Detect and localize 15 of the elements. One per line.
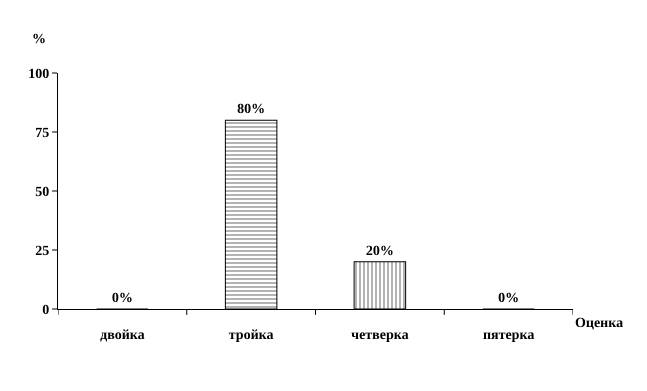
data-label: 0% xyxy=(498,291,520,306)
x-tick-label: четверка xyxy=(351,328,409,343)
y-axis-title: % xyxy=(32,32,46,47)
y-tick-label: 0 xyxy=(42,302,50,318)
x-tick-label: пятерка xyxy=(482,328,534,343)
x-tick-label: тройка xyxy=(228,328,274,343)
data-label: 20% xyxy=(366,244,394,259)
data-label: 80% xyxy=(237,102,266,118)
y-tick-label: 25 xyxy=(35,244,50,259)
x-tick-label: двойка xyxy=(100,328,145,343)
data-label: 0% xyxy=(112,291,133,306)
y-tick-label: 100 xyxy=(28,66,50,82)
x-axis-title: Оценка xyxy=(575,316,624,331)
y-tick-label: 75 xyxy=(35,126,50,141)
y-tick-label: 50 xyxy=(35,184,50,200)
